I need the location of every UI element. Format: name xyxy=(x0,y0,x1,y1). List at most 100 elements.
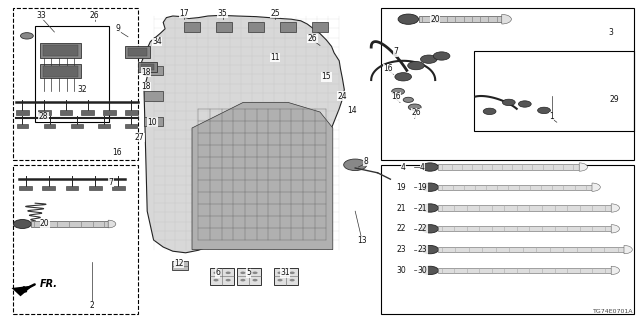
Text: 6: 6 xyxy=(215,268,220,277)
Circle shape xyxy=(422,245,438,254)
Text: 34: 34 xyxy=(152,37,162,46)
Text: 1: 1 xyxy=(549,112,554,121)
Wedge shape xyxy=(502,14,511,24)
Circle shape xyxy=(403,97,413,102)
Circle shape xyxy=(518,101,531,107)
Bar xyxy=(419,16,502,22)
Bar xyxy=(43,45,78,56)
Circle shape xyxy=(502,99,515,106)
Circle shape xyxy=(226,272,231,274)
Circle shape xyxy=(290,279,295,281)
Bar xyxy=(43,66,78,77)
Circle shape xyxy=(214,279,219,281)
Wedge shape xyxy=(611,204,620,212)
Bar xyxy=(125,110,138,115)
Text: 7: 7 xyxy=(108,178,113,187)
Text: 4: 4 xyxy=(401,163,406,172)
Text: 20: 20 xyxy=(430,15,440,24)
Circle shape xyxy=(20,33,33,39)
Bar xyxy=(141,64,154,70)
Bar xyxy=(44,124,56,128)
Text: 30: 30 xyxy=(396,266,406,275)
Circle shape xyxy=(408,104,421,110)
Bar xyxy=(438,164,579,170)
Bar xyxy=(280,22,296,32)
Circle shape xyxy=(422,225,438,233)
Circle shape xyxy=(422,183,438,191)
Text: 14: 14 xyxy=(347,106,357,115)
Bar xyxy=(42,186,55,190)
Circle shape xyxy=(252,272,257,274)
Wedge shape xyxy=(108,220,116,228)
Text: 21: 21 xyxy=(418,204,427,212)
Circle shape xyxy=(278,272,283,274)
Text: 16: 16 xyxy=(112,148,122,156)
Wedge shape xyxy=(611,225,620,233)
Bar xyxy=(31,221,108,227)
Text: 26: 26 xyxy=(90,11,100,20)
Bar xyxy=(125,124,137,128)
Text: 11: 11 xyxy=(271,53,280,62)
Bar xyxy=(65,186,78,190)
Circle shape xyxy=(433,52,450,60)
Bar xyxy=(40,43,81,58)
Bar xyxy=(17,124,28,128)
Bar xyxy=(112,186,125,190)
Text: 13: 13 xyxy=(356,236,367,245)
Bar xyxy=(184,22,200,32)
Circle shape xyxy=(395,73,412,81)
Circle shape xyxy=(538,107,550,114)
Circle shape xyxy=(241,272,246,274)
Bar xyxy=(381,165,634,314)
Text: 32: 32 xyxy=(77,85,87,94)
Text: 7: 7 xyxy=(393,47,398,56)
Text: 2: 2 xyxy=(89,301,94,310)
Bar xyxy=(138,62,157,72)
Bar xyxy=(274,268,298,285)
Text: 23: 23 xyxy=(396,245,406,254)
Bar xyxy=(438,268,611,273)
Wedge shape xyxy=(624,245,632,254)
Text: 4: 4 xyxy=(420,163,425,172)
Bar xyxy=(474,51,634,131)
Text: 15: 15 xyxy=(321,72,332,81)
Bar xyxy=(144,66,163,75)
Bar xyxy=(438,247,624,252)
Polygon shape xyxy=(141,15,344,253)
Text: 27: 27 xyxy=(134,133,145,142)
Bar xyxy=(438,185,592,190)
Bar xyxy=(210,268,234,285)
Text: 16: 16 xyxy=(383,64,394,73)
Circle shape xyxy=(214,272,219,274)
Text: 22: 22 xyxy=(396,224,406,233)
Bar xyxy=(248,22,264,32)
Bar xyxy=(35,26,109,122)
Text: 19: 19 xyxy=(417,183,428,192)
Circle shape xyxy=(226,279,231,281)
Text: 35: 35 xyxy=(218,9,228,18)
Text: 5: 5 xyxy=(246,268,251,277)
Text: 8: 8 xyxy=(364,157,369,166)
Bar xyxy=(237,268,261,285)
Circle shape xyxy=(13,220,31,228)
Text: 16: 16 xyxy=(390,92,401,101)
Text: 23: 23 xyxy=(417,245,428,254)
Bar xyxy=(125,46,150,58)
Text: 29: 29 xyxy=(609,95,620,104)
Bar xyxy=(128,48,147,56)
Text: 18: 18 xyxy=(141,82,150,91)
Bar xyxy=(60,110,72,115)
Circle shape xyxy=(278,279,283,281)
Text: 17: 17 xyxy=(179,9,189,18)
Bar xyxy=(312,22,328,32)
Text: 30: 30 xyxy=(417,266,428,275)
Circle shape xyxy=(398,14,419,24)
Bar xyxy=(216,22,232,32)
Text: 31: 31 xyxy=(280,268,290,277)
Text: 19: 19 xyxy=(396,183,406,192)
Circle shape xyxy=(392,88,404,95)
Text: 3: 3 xyxy=(609,28,614,37)
Bar xyxy=(438,226,611,231)
Bar xyxy=(144,117,163,126)
Bar xyxy=(89,186,102,190)
